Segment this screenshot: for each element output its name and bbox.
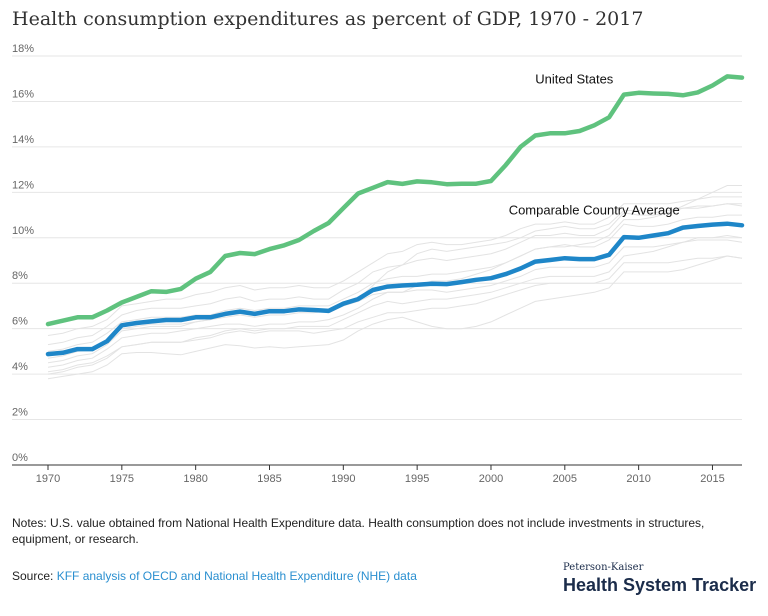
- average-series-label: Comparable Country Average: [509, 202, 680, 217]
- x-tick-label: 2010: [626, 473, 650, 485]
- y-tick-label: 0%: [12, 452, 28, 464]
- country-line: [47, 196, 742, 336]
- source-link[interactable]: KFF analysis of OECD and National Health…: [56, 569, 417, 583]
- notes-label: Notes:: [12, 516, 47, 530]
- source-label: Source:: [12, 569, 54, 583]
- country-line: [47, 203, 743, 346]
- y-tick-label: 8%: [12, 270, 28, 282]
- gridlines: [12, 55, 742, 421]
- chart-title: Health consumption expenditures as perce…: [12, 8, 644, 30]
- notes-text: U.S. value obtained from National Health…: [12, 516, 705, 546]
- x-tick-label: 1975: [110, 473, 134, 485]
- logo-main-text: Health System Tracker: [563, 575, 757, 595]
- us-series-label: United States: [535, 71, 614, 86]
- us-series-line: [45, 74, 745, 327]
- country-line: [47, 185, 742, 368]
- x-tick-label: 1995: [405, 473, 429, 485]
- country-lines: [47, 185, 743, 380]
- x-tick-label: 1970: [36, 473, 60, 485]
- country-line: [47, 255, 743, 373]
- logo-top-text: Peterson-Kaiser: [563, 562, 644, 573]
- x-axis-ticks: 1970 1975 1980 1985 1990 1995 2000 2005 2010 2015: [36, 465, 725, 485]
- x-tick-label: 1985: [257, 473, 281, 485]
- y-tick-label: 18%: [12, 43, 34, 55]
- y-tick-label: 2%: [12, 407, 28, 419]
- source: Source: KFF analysis of OECD and Nationa…: [12, 569, 417, 583]
- x-tick-label: 2000: [479, 473, 503, 485]
- country-line: [47, 234, 743, 375]
- logo: Peterson-Kaiser Health System Tracker: [563, 562, 756, 596]
- country-line: [47, 203, 742, 359]
- line-chart: 0%2%4%6%8%10%12%14%16%18% 1970 1975 1980 19…: [12, 43, 745, 485]
- y-tick-label: 4%: [12, 361, 28, 373]
- x-tick-label: 1980: [183, 473, 207, 485]
- country-line: [47, 255, 743, 380]
- x-tick-label: 1990: [331, 473, 355, 485]
- x-tick-label: 2005: [553, 473, 577, 485]
- country-line: [47, 214, 742, 352]
- y-tick-label: 12%: [12, 179, 34, 191]
- y-tick-label: 10%: [12, 225, 34, 237]
- y-axis-ticks: 0% 2% 4% 6% 8% 10% 12% 14% 16% 18%: [12, 43, 34, 464]
- average-series-line: [45, 221, 745, 357]
- series-lines: [45, 74, 745, 357]
- x-tick-label: 2015: [700, 473, 724, 485]
- y-tick-label: 14%: [12, 134, 34, 146]
- y-tick-label: 6%: [12, 316, 28, 328]
- notes: Notes: U.S. value obtained from National…: [12, 515, 757, 547]
- y-tick-label: 16%: [12, 88, 34, 100]
